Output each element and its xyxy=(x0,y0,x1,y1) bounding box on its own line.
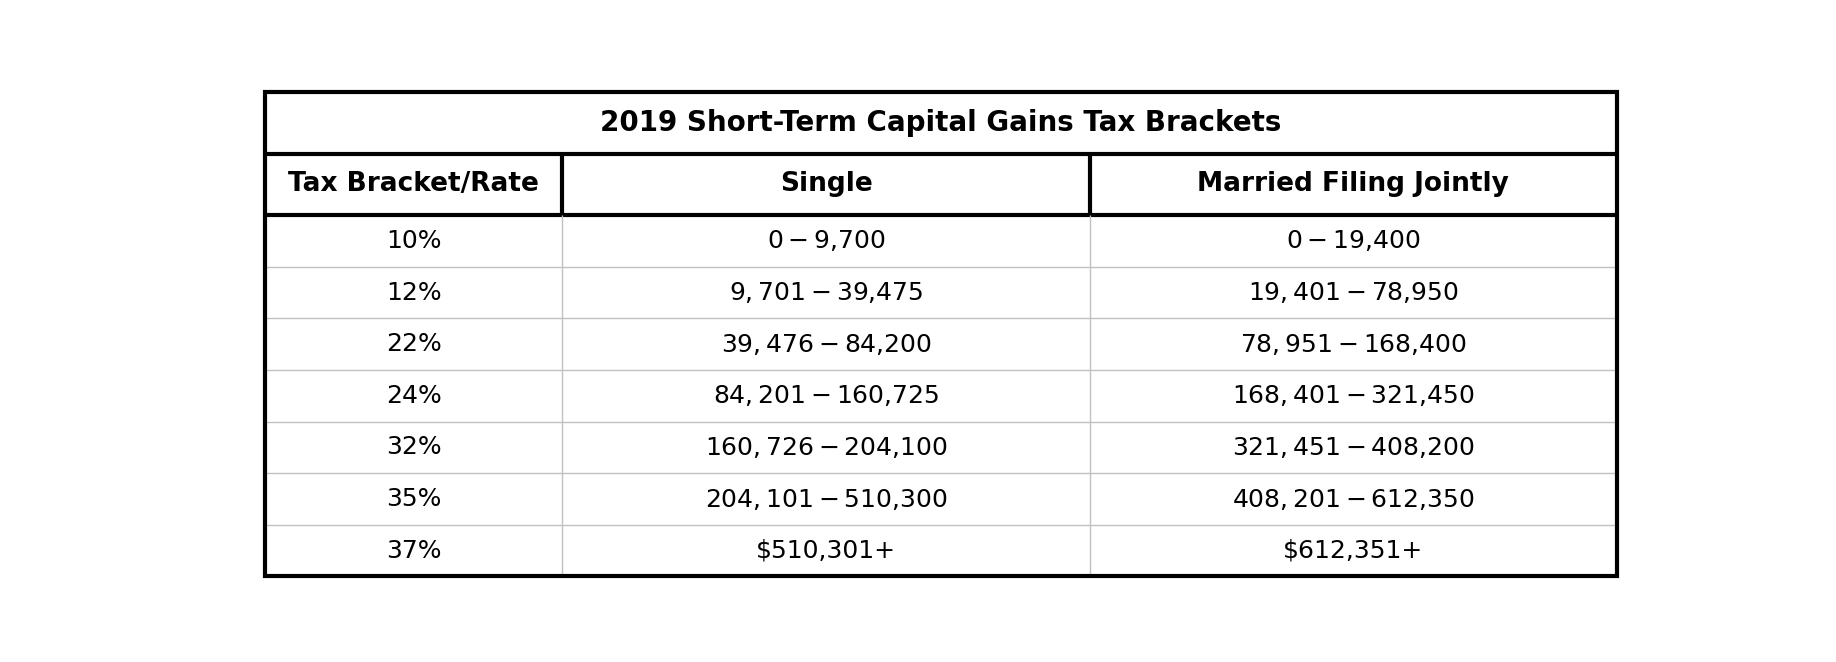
Text: 32%: 32% xyxy=(386,436,442,459)
Text: 35%: 35% xyxy=(386,487,441,511)
Text: $0 - $19,400: $0 - $19,400 xyxy=(1285,228,1421,254)
Text: Tax Bracket/Rate: Tax Bracket/Rate xyxy=(288,171,540,197)
Text: $39,476 - $84,200: $39,476 - $84,200 xyxy=(720,332,931,357)
Text: $321,451 - $408,200: $321,451 - $408,200 xyxy=(1232,435,1474,460)
Text: $204,101 - $510,300: $204,101 - $510,300 xyxy=(705,487,947,512)
Text: $78,951 - $168,400: $78,951 - $168,400 xyxy=(1239,332,1467,357)
Text: 10%: 10% xyxy=(386,229,441,253)
Text: $9,701 - $39,475: $9,701 - $39,475 xyxy=(729,280,924,305)
Text: 24%: 24% xyxy=(386,384,442,408)
Text: 37%: 37% xyxy=(386,539,441,563)
Text: 22%: 22% xyxy=(386,332,442,356)
Text: Single: Single xyxy=(780,171,872,197)
Text: $19,401 - $78,950: $19,401 - $78,950 xyxy=(1248,280,1458,305)
Text: $0 - $9,700: $0 - $9,700 xyxy=(767,228,885,254)
Text: Married Filing Jointly: Married Filing Jointly xyxy=(1197,171,1509,197)
Text: $408,201 - $612,350: $408,201 - $612,350 xyxy=(1232,487,1474,512)
Text: $612,351+: $612,351+ xyxy=(1283,539,1423,563)
Text: $510,301+: $510,301+ xyxy=(756,539,896,563)
Text: 2019 Short-Term Capital Gains Tax Brackets: 2019 Short-Term Capital Gains Tax Bracke… xyxy=(600,109,1282,137)
Text: $168,401 - $321,450: $168,401 - $321,450 xyxy=(1232,383,1474,408)
Text: $84,201 - $160,725: $84,201 - $160,725 xyxy=(712,383,940,408)
Text: 12%: 12% xyxy=(386,281,442,305)
Text: $160,726 - $204,100: $160,726 - $204,100 xyxy=(705,435,947,460)
